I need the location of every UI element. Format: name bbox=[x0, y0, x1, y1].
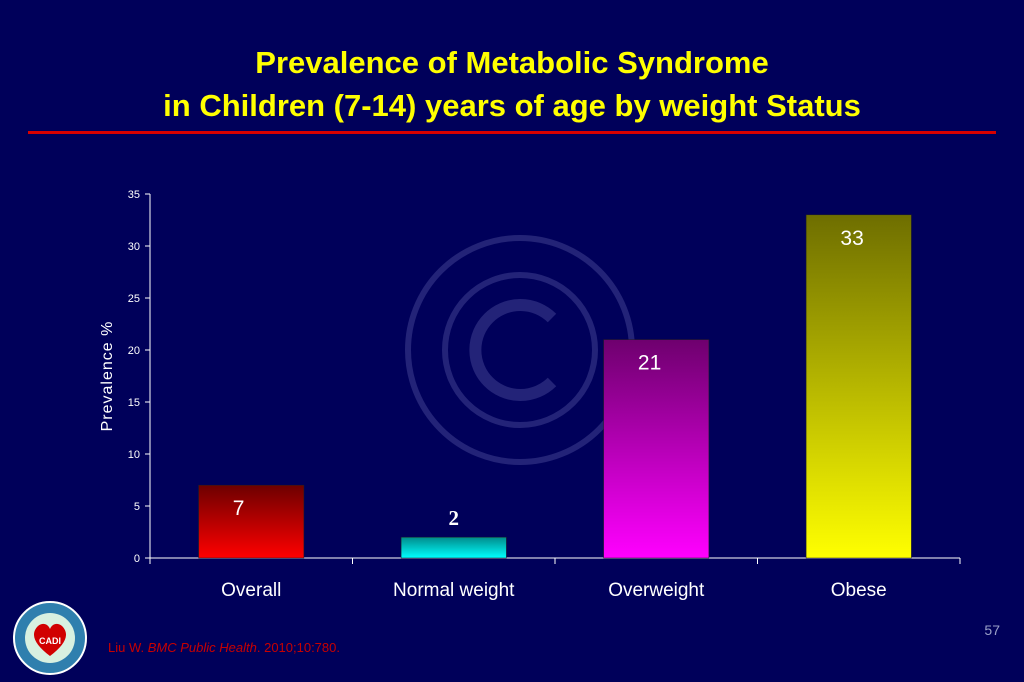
y-tick-label: 30 bbox=[128, 241, 140, 253]
y-tick-label: 25 bbox=[128, 293, 140, 305]
bar-overweight bbox=[603, 339, 710, 559]
citation: Liu W. BMC Public Health. 2010;10:780. bbox=[108, 640, 340, 655]
x-category-label: Overweight bbox=[608, 580, 705, 601]
citation-details: . 2010;10:780. bbox=[256, 640, 340, 655]
x-category-label: Normal weight bbox=[393, 580, 515, 601]
citation-journal: BMC Public Health bbox=[147, 640, 257, 655]
bar-overall bbox=[198, 484, 305, 559]
y-tick-label: 15 bbox=[128, 397, 140, 409]
citation-author: Liu W. bbox=[108, 640, 148, 655]
copyright-watermark bbox=[405, 235, 635, 465]
data-label: 33 bbox=[840, 227, 863, 250]
y-tick-label: 20 bbox=[128, 345, 140, 357]
bar-obese bbox=[805, 214, 912, 559]
x-category-label: Overall bbox=[221, 580, 281, 601]
y-axis-label: Prevalence % bbox=[99, 321, 116, 432]
y-tick-label: 5 bbox=[134, 501, 140, 513]
y-tick-label: 10 bbox=[128, 449, 140, 461]
logo-text: CADI bbox=[39, 636, 61, 646]
y-tick-label: 0 bbox=[134, 553, 140, 565]
data-label: 2 bbox=[449, 506, 460, 530]
data-label: 7 bbox=[233, 497, 245, 520]
x-category-label: Obese bbox=[831, 580, 887, 601]
y-tick-label: 35 bbox=[128, 189, 140, 201]
bar-normal-weight bbox=[400, 536, 507, 559]
slide-number: 57 bbox=[984, 622, 1000, 638]
cadi-logo: CADI bbox=[13, 601, 87, 675]
data-label: 21 bbox=[638, 352, 661, 375]
title-divider bbox=[28, 131, 996, 134]
chart-title-line-2: in Children (7-14) years of age by weigh… bbox=[163, 88, 861, 123]
chart-title-line-1: Prevalence of Metabolic Syndrome bbox=[255, 45, 769, 80]
